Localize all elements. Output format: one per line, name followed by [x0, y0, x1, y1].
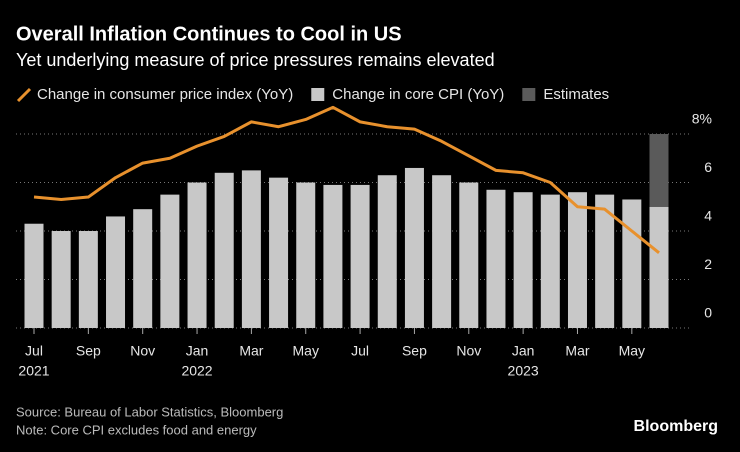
x-tick-label: May — [619, 343, 645, 359]
y-tick-label: 0 — [704, 305, 712, 321]
legend-swatch — [311, 88, 325, 101]
x-year-label: 2021 — [18, 363, 49, 379]
x-tick-label: May — [293, 343, 319, 359]
y-tick-label: 8% — [692, 111, 712, 127]
bar — [24, 223, 44, 328]
bar — [404, 167, 424, 328]
x-tick-label: Sep — [402, 343, 427, 359]
bar — [649, 134, 669, 207]
bar — [133, 209, 153, 328]
bar — [432, 175, 452, 328]
legend-swatch — [16, 87, 32, 103]
bar — [540, 194, 560, 328]
bar — [187, 182, 207, 328]
bar — [269, 177, 289, 328]
bar — [323, 184, 343, 328]
bar — [595, 194, 615, 328]
legend-label: Change in core CPI (YoY) — [332, 86, 504, 103]
source: Source: Bureau of Labor Statistics, Bloo… — [16, 404, 283, 419]
x-tick-label: Nov — [130, 343, 155, 359]
x-tick-label: Jul — [25, 343, 43, 359]
bar — [459, 182, 479, 328]
bar — [106, 216, 126, 328]
bar — [377, 175, 397, 328]
bar — [649, 206, 669, 328]
x-tick-label: Mar — [565, 343, 589, 359]
bar — [214, 172, 234, 328]
bar — [241, 170, 261, 328]
x-tick-label: Jan — [186, 343, 209, 359]
bar — [296, 182, 316, 328]
brand: Bloomberg — [634, 418, 718, 435]
x-tick-label: Nov — [456, 343, 481, 359]
bar — [51, 231, 71, 328]
x-tick-label: Jul — [351, 343, 369, 359]
legend-swatch — [522, 88, 536, 101]
note: Note: Core CPI excludes food and energy — [16, 422, 257, 437]
bar — [622, 199, 642, 328]
x-tick-label: Sep — [76, 343, 101, 359]
y-tick-label: 6 — [704, 159, 712, 175]
chart-subtitle: Yet underlying measure of price pressure… — [16, 50, 495, 70]
bar — [567, 192, 587, 328]
bar — [513, 192, 533, 328]
x-year-label: 2023 — [508, 363, 539, 379]
legend-label: Estimates — [543, 86, 609, 103]
bar — [350, 184, 370, 328]
x-tick-label: Mar — [239, 343, 263, 359]
y-tick-label: 2 — [704, 256, 712, 272]
line — [33, 105, 660, 254]
legend-label: Change in consumer price index (YoY) — [37, 86, 293, 103]
bar — [160, 194, 180, 328]
bar — [78, 231, 98, 328]
x-tick-label: Jan — [512, 343, 535, 359]
x-year-label: 2022 — [181, 363, 212, 379]
y-tick-label: 4 — [704, 208, 712, 224]
chart-title: Overall Inflation Continues to Cool in U… — [16, 23, 402, 45]
bar — [486, 189, 506, 328]
